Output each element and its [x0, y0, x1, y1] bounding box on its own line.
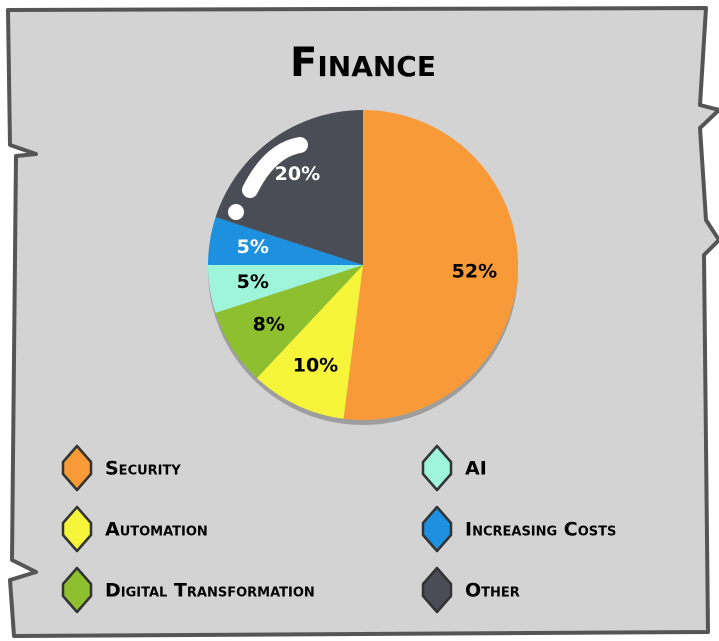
legend-label: AI [465, 458, 487, 480]
pie-slice [208, 217, 363, 265]
data-label: 10% [293, 354, 338, 376]
pie-highlight-dot [228, 204, 244, 220]
pie-highlight [242, 137, 308, 198]
legend-icon [421, 444, 453, 492]
data-label: 5% [237, 236, 269, 258]
legend-icon [61, 566, 93, 614]
data-label: 20% [275, 163, 320, 185]
legend-icon [421, 505, 453, 553]
legend-label: Automation [105, 519, 208, 541]
data-label: 52% [452, 261, 497, 283]
pie-slice [215, 265, 363, 378]
chart-title: Finance [290, 40, 436, 86]
pie-slice [215, 110, 363, 265]
pie-slice [343, 110, 519, 420]
legend-icon [421, 566, 453, 614]
pie-slice [256, 265, 363, 419]
legend-label: Other [465, 580, 520, 602]
legend-icon [61, 444, 93, 492]
pie-slice [208, 265, 363, 313]
data-label: 8% [253, 313, 285, 335]
legend-icon [61, 505, 93, 553]
legend-label: Increasing Costs [465, 519, 616, 541]
legend-label: Digital Transformation [105, 580, 315, 602]
data-label: 5% [237, 271, 269, 293]
legend-label: Security [105, 458, 181, 480]
